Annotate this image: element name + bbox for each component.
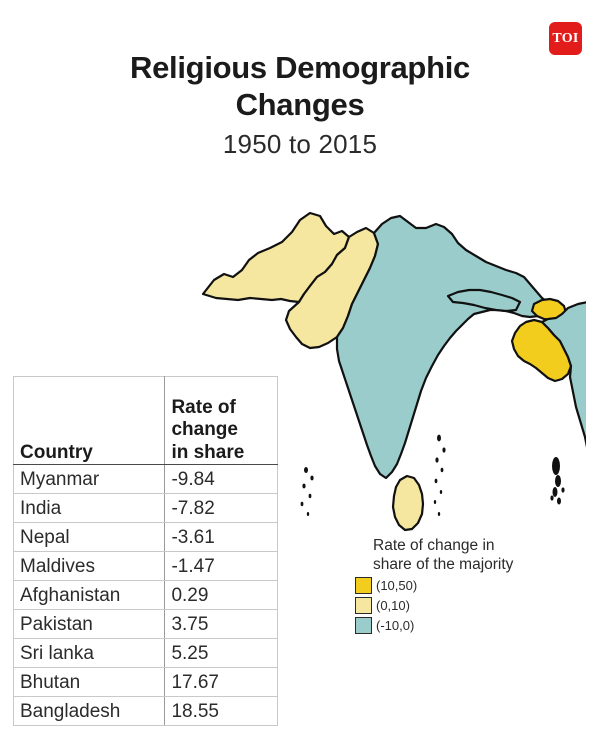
legend-swatch-high (355, 576, 372, 594)
column-header-country: Country (12, 376, 166, 465)
cell-rate: -7.82 (164, 493, 278, 523)
table-row: Nepal -3.61 (12, 522, 278, 552)
column-header-rate-line-1: Rate of (171, 396, 236, 418)
table-row: Maldives -1.47 (12, 551, 278, 581)
map-region-nepal (446, 288, 522, 313)
rate-of-change-table: Country Rate of change in share Myanmar … (12, 376, 278, 726)
legend-item-low: (-10,0) (355, 616, 585, 635)
table-row: Sri lanka 5.25 (12, 638, 278, 668)
cell-rate: 17.67 (164, 667, 278, 697)
table-row: India -7.82 (12, 493, 278, 523)
map-region-india (335, 214, 558, 480)
cell-rate: 18.55 (164, 696, 278, 726)
cell-rate: 5.25 (164, 638, 278, 668)
legend-title: Rate of change in share of the majority (373, 536, 558, 575)
cell-rate: 0.29 (164, 580, 278, 610)
cell-country: Sri lanka (12, 638, 166, 668)
cell-country: Nepal (12, 522, 166, 552)
cell-country: India (12, 493, 166, 523)
legend-label-low: (-10,0) (376, 617, 415, 633)
table-head: Country Rate of change in share (12, 376, 278, 465)
column-header-rate-of-change: Rate of change in share (164, 376, 278, 465)
toi-logo: TOI (549, 22, 582, 55)
page-subtitle: 1950 to 2015 (222, 129, 378, 160)
table-row: Myanmar -9.84 (12, 464, 278, 494)
table-row: Bhutan 17.67 (12, 667, 278, 697)
column-header-rate-line-3: in share (171, 441, 245, 463)
title-block: Religious Demographic Changes 1950 to 20… (0, 50, 600, 160)
legend-label-mid: (0,10) (376, 597, 410, 613)
table-body: Myanmar -9.84 India -7.82 Nepal -3.61 Ma… (12, 464, 278, 726)
map-region-sri-lanka (391, 474, 425, 532)
column-header-rate-line-2: change (171, 419, 238, 441)
legend-label-high: (10,50) (376, 577, 418, 593)
legend-item-mid: (0,10) (355, 596, 585, 615)
legend-swatch-mid (355, 596, 372, 614)
table-row: Pakistan 3.75 (12, 609, 278, 639)
page-title: Religious Demographic Changes (130, 50, 470, 122)
cell-country: Maldives (12, 551, 166, 581)
cell-rate: -9.84 (164, 464, 278, 494)
map-legend: Rate of change in share of the majority … (355, 536, 585, 635)
legend-title-line-1: Rate of change in (373, 537, 495, 554)
cell-rate: -1.47 (164, 551, 278, 581)
cell-country: Afghanistan (12, 580, 166, 610)
cell-country: Pakistan (12, 609, 166, 639)
cell-country: Bhutan (12, 667, 166, 697)
map-islands-maldives (300, 434, 446, 516)
table-header-row: Country Rate of change in share (12, 376, 278, 465)
toi-logo-text: TOI (552, 30, 579, 46)
table-row: Bangladesh 18.55 (12, 696, 278, 726)
table-row: Afghanistan 0.29 (12, 580, 278, 610)
legend-item-high: (10,50) (355, 576, 585, 595)
cell-rate: 3.75 (164, 609, 278, 639)
cell-country: Myanmar (12, 464, 166, 494)
map-islands-andaman (550, 457, 565, 505)
legend-title-line-2: share of the majority (373, 556, 514, 574)
map-region-myanmar (540, 301, 586, 448)
south-asia-map (186, 198, 586, 558)
cell-country: Bangladesh (12, 696, 166, 726)
cell-rate: -3.61 (164, 522, 278, 552)
legend-swatch-low (355, 616, 372, 634)
